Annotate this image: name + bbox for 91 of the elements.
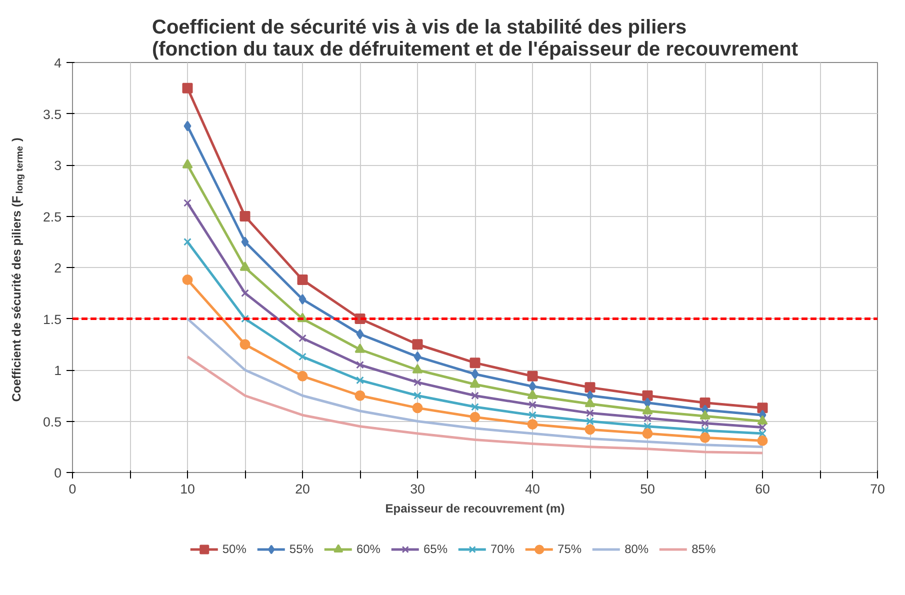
point [471, 392, 479, 400]
point [298, 334, 306, 342]
point [356, 360, 364, 369]
x-tick-label: 60 [755, 482, 770, 496]
y-tick-label: 1.5 [42, 312, 62, 327]
point [470, 358, 480, 368]
point [240, 262, 250, 271]
point [757, 435, 768, 446]
point [527, 419, 538, 430]
x-tick-label: 50 [640, 482, 655, 496]
point [412, 339, 423, 350]
y-tick-label: 0.5 [42, 414, 62, 430]
point [701, 419, 709, 428]
point [642, 390, 653, 401]
point [586, 390, 594, 401]
point [297, 370, 308, 382]
point [240, 339, 250, 350]
point [356, 328, 364, 340]
point [412, 364, 423, 374]
point [297, 274, 308, 286]
point [528, 411, 536, 420]
point [414, 378, 422, 386]
point [184, 198, 192, 207]
y-tick-label: 4 [54, 56, 62, 70]
legend-label: 65% [423, 542, 448, 556]
y-tick-label: 0 [54, 466, 62, 480]
point [414, 351, 422, 362]
point [184, 120, 192, 132]
legend-label: 55% [289, 542, 314, 556]
point [471, 402, 479, 411]
point [586, 409, 594, 417]
y-axis-title: Coefficient de sécurité des piliers (Flong terme) [10, 138, 24, 402]
y-tick-label: 3.5 [42, 106, 62, 122]
point [700, 410, 710, 420]
point [182, 82, 193, 94]
y-tick-label: 2.5 [42, 209, 62, 224]
point [354, 390, 366, 401]
point [757, 402, 768, 414]
point [528, 400, 536, 409]
point [528, 381, 536, 392]
point [586, 417, 594, 426]
point [298, 294, 306, 305]
point [414, 392, 422, 400]
point [527, 370, 538, 382]
legend-label: 85% [692, 542, 716, 556]
point [241, 236, 249, 248]
point [240, 211, 250, 222]
point [298, 352, 306, 361]
point [184, 238, 192, 246]
point [471, 368, 479, 380]
point [241, 289, 249, 298]
point [182, 274, 193, 286]
x-tick-label: 40 [525, 482, 540, 496]
point [642, 405, 653, 414]
point [470, 378, 480, 388]
point [584, 382, 596, 393]
x-tick-label: 20 [295, 482, 310, 496]
point [644, 398, 652, 408]
legend-label: 80% [624, 542, 649, 556]
point [701, 426, 709, 434]
x-tick-label: 30 [410, 482, 425, 496]
point [584, 424, 596, 435]
y-tick-label: 2 [54, 260, 62, 276]
x-tick-label: 10 [180, 482, 195, 496]
x-axis-title: Epaisseur de recouvrement (m) [385, 502, 565, 516]
legend-label: 75% [558, 542, 582, 556]
legend-label: 50% [222, 542, 246, 556]
point [584, 398, 596, 408]
chart-title: Coefficient de sécurité vis à vis de la stabilité des piliers (fonction du taux de défruitement et de l'épaisseur de recouvrement [152, 16, 798, 60]
point [644, 414, 652, 422]
y-tick-label: 3 [54, 158, 62, 173]
point [356, 376, 364, 384]
point [700, 432, 710, 443]
point [412, 402, 423, 414]
point [758, 430, 766, 438]
point [642, 428, 653, 439]
y-tick-label: 1 [54, 363, 62, 378]
point [758, 423, 766, 432]
point [470, 412, 480, 422]
point [644, 422, 652, 430]
x-tick-label: 70 [870, 482, 885, 496]
line-series [186, 355, 764, 454]
point [700, 398, 710, 408]
point [757, 415, 768, 425]
point [354, 344, 366, 353]
legend-label: 60% [356, 542, 380, 556]
point [527, 390, 538, 399]
point [182, 159, 193, 168]
point [241, 314, 249, 323]
x-tick-label: 0 [68, 482, 76, 496]
legend-label: 70% [490, 542, 515, 556]
